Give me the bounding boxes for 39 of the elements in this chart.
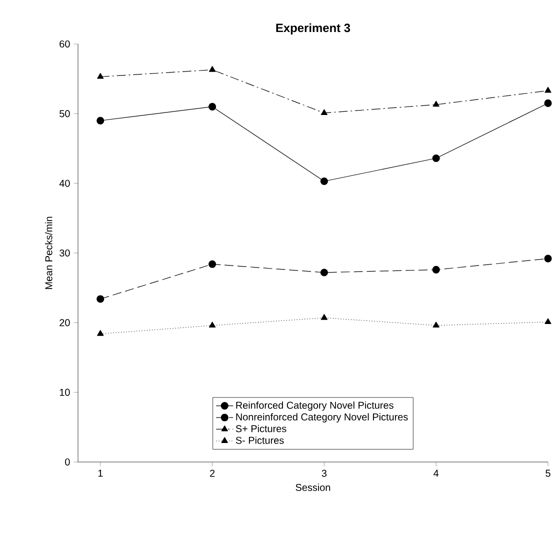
legend-label: Nonreinforced Category Novel Pictures (236, 413, 408, 422)
point (432, 322, 440, 328)
x-tick-label: 4 (434, 470, 439, 477)
y-tick-label: 40 (59, 180, 70, 187)
y-tick-label: 50 (60, 110, 70, 118)
point (320, 268, 328, 276)
x-tick-label: 2 (210, 470, 215, 477)
x-tick-label: 5 (546, 470, 550, 477)
point (432, 100, 440, 107)
point (320, 314, 328, 320)
x-axis-title: Session (296, 484, 330, 491)
point (208, 102, 216, 110)
y-tick-label: 30 (60, 249, 70, 257)
legend-label: S+ Pictures (236, 424, 286, 432)
point (96, 116, 104, 124)
y-tick-label: 0 (65, 458, 70, 466)
point (97, 330, 104, 336)
chart-title: Experiment 3 (276, 23, 350, 35)
point (208, 66, 216, 72)
x-tick-label: 1 (98, 470, 103, 477)
point (320, 109, 328, 116)
point (97, 72, 104, 79)
point (544, 254, 552, 262)
point (208, 260, 216, 268)
point (544, 99, 552, 108)
y-axis-title: Mean Pecks/min (44, 216, 52, 290)
legend-label: Reinforced Category Novel Pictures (236, 401, 394, 411)
point (208, 322, 216, 328)
y-tick-label: 20 (60, 319, 70, 326)
y-tick-label: 60 (60, 40, 70, 48)
point (96, 295, 104, 303)
point (432, 154, 440, 162)
point (320, 177, 328, 186)
x-tick-label: 3 (322, 470, 327, 477)
point (432, 266, 440, 274)
legend-label: S- Pictures (236, 436, 284, 444)
y-tick-label: 10 (60, 388, 70, 396)
point (544, 318, 552, 324)
point (544, 86, 552, 93)
